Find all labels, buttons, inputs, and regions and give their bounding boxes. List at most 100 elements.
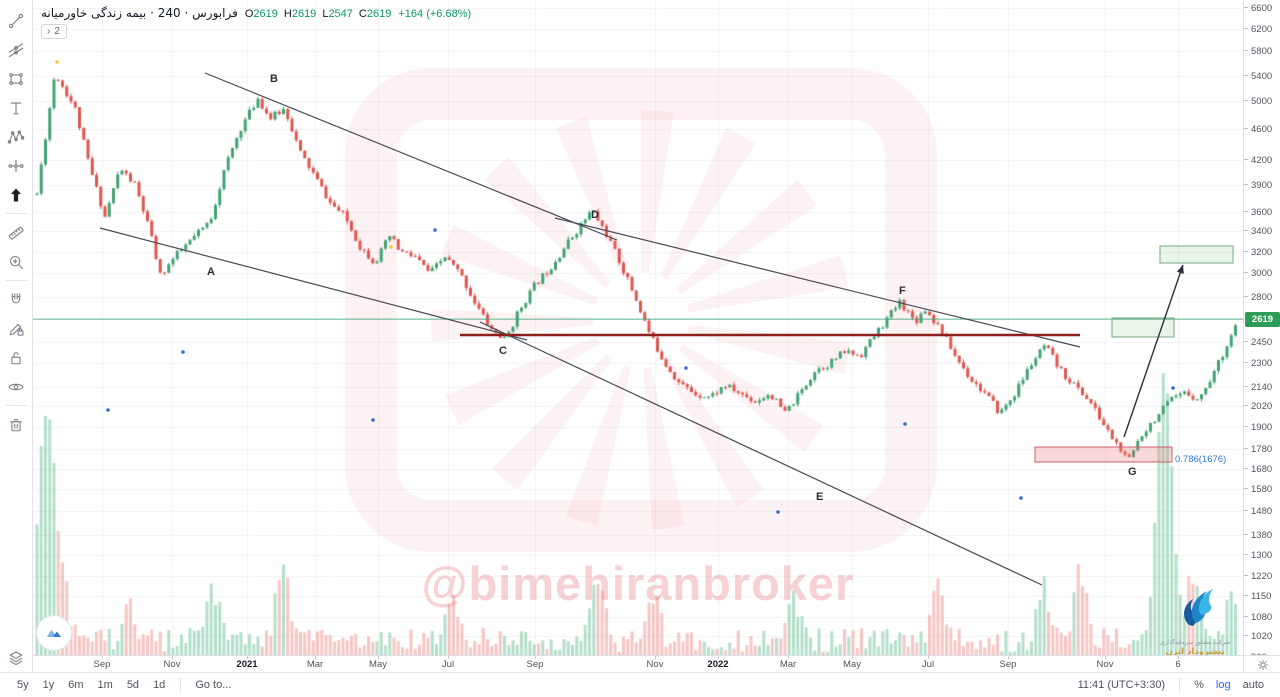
wave-label-f: F xyxy=(899,285,906,297)
time-tick-mark xyxy=(315,656,316,659)
ohlc-l: L2547 xyxy=(322,8,353,20)
brand-line2: پیشروداد اترن سرمایه xyxy=(1165,647,1225,655)
auto-scale-toggle[interactable]: auto xyxy=(1242,679,1264,691)
trendline-a-c[interactable] xyxy=(99,227,528,341)
time-tick-mark xyxy=(655,656,656,659)
time-tick-mark xyxy=(378,656,379,659)
time-tick-mark xyxy=(1105,656,1106,659)
projection-arrow-head xyxy=(1176,265,1184,274)
event-marker-blue xyxy=(433,228,437,232)
divider xyxy=(1179,678,1181,692)
time-tick-mark xyxy=(852,656,853,659)
time-tick-label: Sep xyxy=(999,659,1017,670)
symbol-legend: فرابورس · 240 · بیمه زندگی خاورمیانه O26… xyxy=(41,6,471,20)
time-tick-mark xyxy=(448,656,449,659)
fib-retracement-button[interactable] xyxy=(3,36,30,63)
eye-icon xyxy=(8,383,24,390)
flame-logo-icon xyxy=(1184,589,1213,626)
axis-settings-button[interactable] xyxy=(1243,655,1280,673)
log-scale-toggle[interactable]: log xyxy=(1215,679,1231,691)
wave-label-d: D xyxy=(591,209,599,221)
wave-label-e: E xyxy=(816,491,823,503)
event-marker-yellow xyxy=(55,60,59,64)
time-tick-label: 6 xyxy=(1175,659,1181,670)
ohlc-o: O2619 xyxy=(244,8,278,20)
time-tick-mark xyxy=(1008,656,1009,659)
time-tick-mark xyxy=(788,656,789,659)
divider xyxy=(5,405,27,406)
candlestick-canvas[interactable] xyxy=(33,0,1243,655)
support-box[interactable] xyxy=(1034,446,1173,463)
target-box-mid[interactable] xyxy=(1111,317,1175,338)
time-tick-mark xyxy=(172,656,173,659)
event-marker-yellow xyxy=(389,245,393,249)
range-button-5y[interactable]: 5y xyxy=(17,679,29,691)
percent-scale-toggle[interactable]: % xyxy=(1194,679,1204,691)
trendline-d-f[interactable] xyxy=(554,217,1081,348)
range-button-1d[interactable]: 1d xyxy=(153,679,166,691)
symbol-title[interactable]: فرابورس · 240 · بیمه زندگی خاورمیانه xyxy=(41,6,238,20)
mountain-logo-icon xyxy=(47,630,61,637)
current-price-badge: 2619 xyxy=(1245,311,1280,327)
arrow-up-icon xyxy=(10,187,22,202)
trendline-c-e[interactable] xyxy=(479,321,1043,586)
target-box-upper[interactable] xyxy=(1159,245,1234,264)
trash-icon xyxy=(10,418,22,431)
ruler-icon xyxy=(8,226,24,240)
time-axis[interactable]: Sep Nov 2021 Mar May Jul Sep Nov 2022 Mar May Jul Se… xyxy=(33,655,1243,673)
forecast-button[interactable] xyxy=(3,152,30,179)
range-button-1y[interactable]: 1y xyxy=(42,679,55,691)
magnet-icon xyxy=(11,292,21,303)
ruler-button[interactable] xyxy=(3,219,30,246)
range-button-5d[interactable]: 5d xyxy=(126,679,140,691)
wave-label-c: C xyxy=(499,345,507,357)
clock-timezone[interactable]: 11:41 (UTC+3:30) xyxy=(1077,679,1166,691)
lock-open-button[interactable] xyxy=(3,344,30,371)
goto-button[interactable]: Go to... xyxy=(195,679,232,691)
ohlc-h: H2619 xyxy=(283,8,317,20)
trend-line-button[interactable] xyxy=(3,7,30,34)
trash-button[interactable] xyxy=(3,411,30,438)
range-button-1m[interactable]: 1m xyxy=(97,679,113,691)
drawings-layer: A B C D E F G 0.786(1676) xyxy=(33,60,1243,586)
event-marker-blue xyxy=(106,408,110,412)
xabcd-pattern-button[interactable] xyxy=(3,123,30,150)
broker-brand-logo: شرکت مشاور سرمایه‌گذاری پیشروداد اترن سر… xyxy=(1155,581,1235,655)
time-tick-label: Nov xyxy=(646,659,664,670)
event-marker-blue xyxy=(776,510,780,514)
ohlc-c: C2619 xyxy=(358,8,392,20)
fib-retracement-icon xyxy=(8,42,24,57)
divider xyxy=(5,213,27,214)
arrow-up-button[interactable] xyxy=(3,181,30,208)
drawing-toolbar xyxy=(0,0,33,672)
drawing-mode-button[interactable] xyxy=(3,315,30,342)
event-marker-blue xyxy=(371,418,375,422)
time-tick-mark xyxy=(718,656,719,659)
text-button[interactable] xyxy=(3,94,30,121)
legend-collapse-button[interactable]: › 2 xyxy=(41,24,67,39)
zoom-in-button[interactable] xyxy=(3,248,30,275)
range-button-6m[interactable]: 6m xyxy=(68,679,84,691)
time-tick-label: May xyxy=(843,659,861,670)
lock-open-icon xyxy=(11,351,21,364)
divider xyxy=(180,678,182,692)
magnet-button[interactable] xyxy=(3,286,30,313)
eye-button[interactable] xyxy=(3,373,30,400)
divider xyxy=(5,280,27,281)
provider-logo[interactable] xyxy=(36,615,72,651)
ohlc-values: O2619 H2619 L2547 C2619 xyxy=(245,8,392,20)
shapes-button[interactable] xyxy=(3,65,30,92)
layers-icon xyxy=(9,650,23,665)
time-tick-label: Sep xyxy=(526,659,544,670)
time-tick-label: Nov xyxy=(1096,659,1114,670)
price-axis[interactable]: 6600 6200 5800 5400 5000 4600 4200 3900 3600 3400… xyxy=(1243,0,1280,663)
wave-label-a: A xyxy=(207,266,215,278)
trendline-b[interactable] xyxy=(204,72,618,241)
projection-arrow[interactable] xyxy=(1123,264,1184,438)
layers-button[interactable] xyxy=(3,644,30,671)
event-marker-blue xyxy=(1019,496,1023,500)
time-tick-label: Sep xyxy=(93,659,111,670)
time-tick-mark xyxy=(535,656,536,659)
trend-line-icon xyxy=(8,13,24,28)
